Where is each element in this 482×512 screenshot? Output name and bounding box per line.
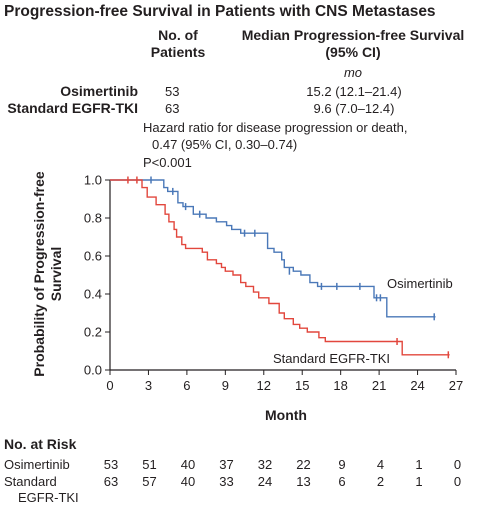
curves	[110, 176, 450, 359]
risk-count: 4	[376, 457, 385, 472]
risk-count: 1	[415, 474, 423, 489]
risk-count: 32	[257, 457, 273, 472]
x-tick-label: 0	[106, 378, 113, 393]
patients-column-header: No. of Patients	[148, 27, 208, 61]
table-row-osimertinib-median: 15.2 (12.1–21.4)	[306, 84, 402, 99]
y-tick-label: 0.4	[84, 287, 102, 302]
series-label-osimertinib: Osimertinib	[387, 276, 453, 291]
risk-count: 1	[415, 457, 423, 472]
median-unit: mo	[343, 65, 363, 80]
y-axis-label: Probability of Progression-free Survival	[31, 171, 64, 377]
patients-header-line2: Patients	[150, 44, 206, 60]
median-header-line1: Median Progression-free Survival	[241, 27, 465, 43]
x-axis-label: Month	[265, 407, 307, 423]
risk-count: 40	[180, 474, 196, 489]
risk-count: 0	[453, 474, 462, 489]
risk-count: 63	[103, 474, 119, 489]
series-line-osimertinib	[110, 179, 436, 318]
y-tick-label: 0.6	[84, 249, 102, 264]
median-header-line2: (95% CI)	[325, 44, 381, 60]
axes: 0 3 6 9 12 15 18 21 24 27 0.0 0.2 0.4 0.6 0.8 1.0	[84, 173, 463, 394]
risk-count: 37	[219, 457, 234, 472]
x-tick-label: 21	[372, 378, 386, 393]
y-tick-label: 0.2	[84, 325, 102, 340]
x-tick-label: 9	[222, 378, 229, 393]
patients-header-line1: No. of	[158, 27, 198, 43]
p-value: P<0.001	[143, 155, 192, 170]
km-chart: Probability of Progression-free Survival…	[31, 171, 463, 423]
y-axis-label-line2: Survival	[48, 247, 64, 301]
risk-row-label-osimertinib: Osimertinib	[4, 457, 70, 472]
risk-count: 57	[142, 474, 157, 489]
risk-count: 6	[338, 474, 346, 489]
risk-count: 2	[376, 474, 385, 489]
median-column-header: Median Progression-free Survival (95% CI…	[236, 27, 470, 61]
risk-count: 24	[257, 474, 273, 489]
series-label-standard: Standard EGFR-TKI	[273, 351, 390, 366]
table-row-standard-patients: 63	[165, 101, 180, 116]
risk-count: 40	[180, 457, 196, 472]
hazard-ratio-line1: Hazard ratio for disease progression or …	[143, 120, 408, 135]
y-tick-label: 0.0	[84, 363, 102, 378]
hazard-ratio-line2: 0.47 (95% CI, 0.30–0.74)	[152, 137, 298, 152]
risk-table-title: No. at Risk	[4, 436, 77, 452]
table-row-standard-median: 9.6 (7.0–12.4)	[313, 101, 395, 116]
risk-row-label-standard-line2: EGFR-TKI	[18, 490, 79, 505]
risk-count: 33	[219, 474, 234, 489]
x-tick-label: 3	[145, 378, 152, 393]
risk-count: 53	[103, 457, 119, 472]
risk-count: 9	[338, 457, 346, 472]
risk-count: 22	[296, 457, 311, 472]
y-tick-label: 0.8	[84, 211, 102, 226]
table-row-osimertinib-patients: 53	[165, 84, 180, 99]
risk-count: 51	[142, 457, 157, 472]
table-row-osimertinib-name: Osimertinib	[60, 83, 138, 99]
risk-row-label-standard: Standard	[4, 474, 57, 489]
x-tick-label: 15	[295, 378, 309, 393]
x-tick-label: 24	[410, 378, 424, 393]
x-tick-label: 18	[333, 378, 347, 393]
x-tick-label: 27	[449, 378, 463, 393]
figure-title: Progression-free Survival in Patients wi…	[4, 3, 436, 20]
x-tick-label: 6	[183, 378, 190, 393]
risk-count: 13	[296, 474, 311, 489]
x-tick-label: 12	[257, 378, 271, 393]
y-tick-label: 1.0	[84, 173, 102, 188]
risk-count: 0	[453, 457, 462, 472]
y-axis-label-line1: Probability of Progression-free	[31, 171, 47, 377]
table-row-standard-name: Standard EGFR-TKI	[7, 100, 138, 116]
series-line-standard	[110, 179, 450, 356]
